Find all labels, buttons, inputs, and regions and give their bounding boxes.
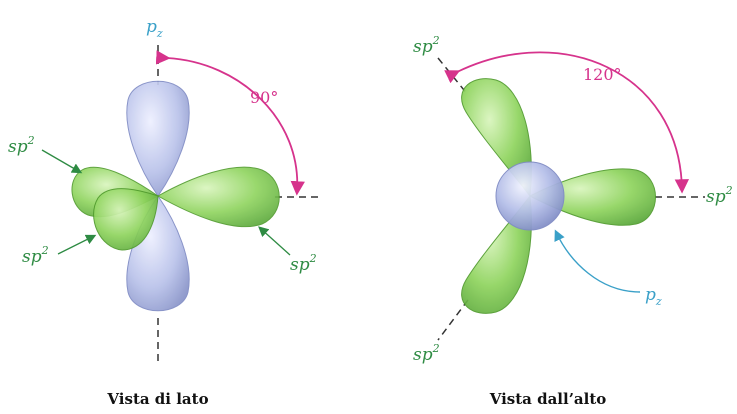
sp2-arrow-upper-left	[42, 150, 80, 172]
right-view: 120° sp2 sp2 sp2 pz Vista dall’alto	[413, 34, 733, 408]
sp2-label-top-left: sp2	[413, 34, 440, 57]
sp2-label-bottom-left: sp2	[413, 342, 440, 365]
left-view: 90° pz sp2 sp2 sp2 Vista di lato	[8, 17, 322, 408]
caption-right: Vista dall’alto	[489, 390, 607, 408]
angle-label-120: 120°	[583, 65, 622, 84]
sp2-arrow-lower-left	[58, 236, 94, 254]
sp2-label-upper-left: sp2	[8, 134, 35, 157]
sp2-label-far-right: sp2	[706, 184, 733, 207]
pz-sphere	[496, 162, 564, 230]
pz-lobe-top	[127, 81, 189, 196]
angle-label-90: 90°	[250, 88, 278, 107]
pz-label-left: pz	[146, 17, 163, 40]
sp2-arrow-right	[260, 228, 290, 255]
pz-arrow-right	[556, 232, 640, 292]
pz-label-right: pz	[645, 285, 662, 308]
sp2-label-right: sp2	[290, 252, 317, 275]
sp2-label-lower-left: sp2	[22, 244, 49, 267]
sp2-lobe-right	[158, 167, 279, 227]
caption-left: Vista di lato	[106, 390, 208, 408]
sp2-axis-lower-left	[438, 300, 468, 340]
